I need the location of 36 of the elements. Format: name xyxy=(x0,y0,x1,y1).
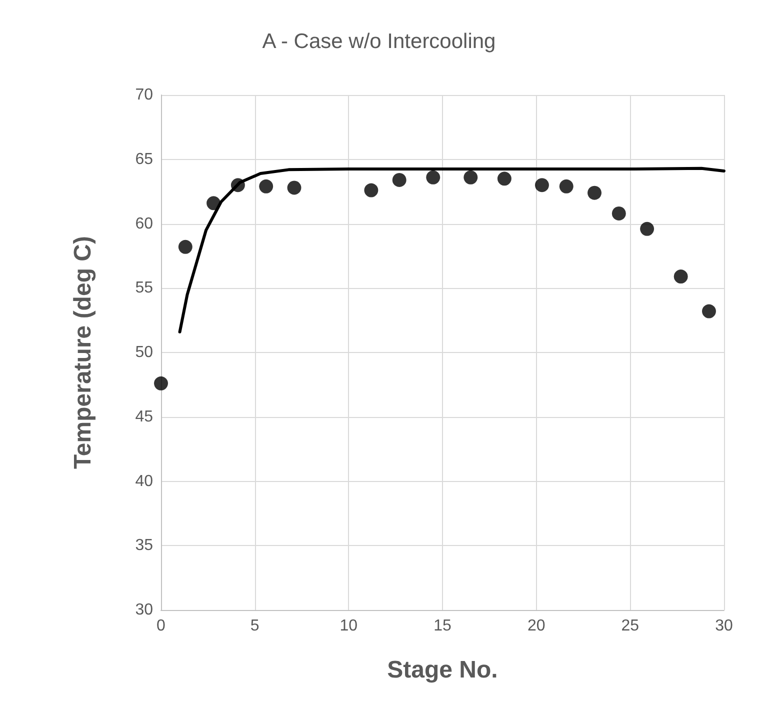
point xyxy=(534,178,549,192)
point xyxy=(588,186,602,200)
y-tick-label: 50 xyxy=(135,344,154,361)
y-tick-label: 45 xyxy=(135,408,154,426)
y-tick-label: 55 xyxy=(135,280,154,297)
point xyxy=(392,172,406,187)
point xyxy=(674,270,688,284)
point xyxy=(640,222,654,236)
point xyxy=(559,179,574,194)
point xyxy=(426,170,440,184)
y-tick-label: 30 xyxy=(135,602,154,618)
x-tick-label: 5 xyxy=(250,618,260,634)
y-tick-label: 35 xyxy=(135,537,154,554)
y-tick-label: 60 xyxy=(135,215,154,232)
x-tick-label: 0 xyxy=(156,618,166,634)
y-tick-label: 40 xyxy=(135,472,154,490)
point xyxy=(464,170,478,184)
point xyxy=(154,376,168,390)
point xyxy=(259,179,274,194)
line-series xyxy=(178,166,726,334)
x-tick-label: 10 xyxy=(340,618,358,634)
x-tick-label: 25 xyxy=(621,618,640,634)
x-tick-label: 30 xyxy=(715,618,733,634)
chart-title: A - Case w/o Intercooling xyxy=(262,30,496,53)
point xyxy=(287,180,302,195)
y-tick-label: 65 xyxy=(135,150,154,168)
point xyxy=(497,172,512,186)
x-tick-label: 15 xyxy=(434,618,452,634)
point xyxy=(702,304,716,318)
point xyxy=(364,183,378,198)
y-tick-label: 70 xyxy=(135,86,154,104)
x-axis-title: Stage No. xyxy=(387,656,498,684)
y-axis-title: Temperature (deg C) xyxy=(70,236,96,469)
x-tick-label: 20 xyxy=(527,618,546,634)
point xyxy=(612,206,626,220)
point xyxy=(178,240,192,254)
